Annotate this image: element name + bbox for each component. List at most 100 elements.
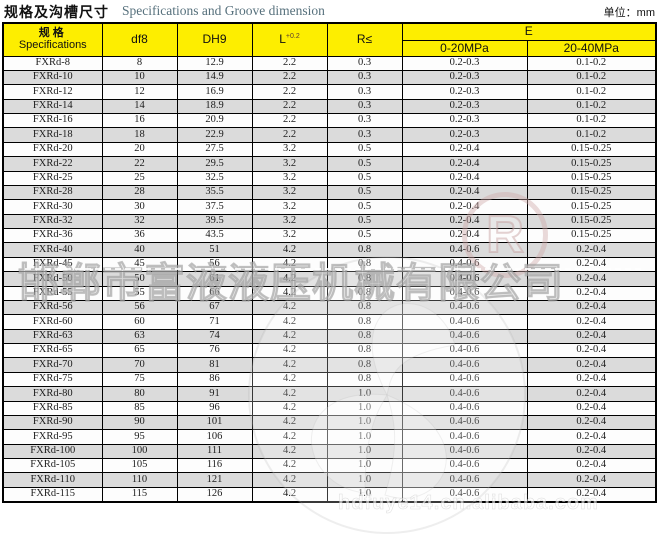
header-df8: df8 — [101, 22, 178, 57]
value-cell: 0.8 — [326, 371, 403, 388]
value-cell: 0.2-0.4 — [526, 386, 657, 402]
value-cell: 0.2-0.3 — [401, 84, 528, 100]
value-cell: 28 — [101, 184, 178, 201]
value-cell: 0.8 — [326, 271, 403, 287]
table-row: FXRd-105 105 116 4.2 1.0 0.4-0.6 0.2-0.4 — [2, 457, 657, 474]
value-cell: 0.3 — [326, 127, 403, 143]
spec-cell: FXRd-22 — [2, 156, 103, 172]
value-cell: 25 — [101, 170, 178, 186]
value-cell: 18.9 — [176, 98, 253, 115]
table-row: FXRd-12 12 16.9 2.2 0.3 0.2-0.3 0.1-0.2 — [2, 84, 657, 100]
value-cell: 35.5 — [176, 184, 253, 201]
value-cell: 16.9 — [176, 84, 253, 100]
value-cell: 0.2-0.4 — [526, 371, 657, 388]
value-cell: 36 — [101, 227, 178, 244]
table-row: FXRd-65 65 76 4.2 0.8 0.4-0.6 0.2-0.4 — [2, 342, 657, 359]
table-row: FXRd-20 20 27.5 3.2 0.5 0.2-0.4 0.15-0.25 — [2, 141, 657, 158]
spec-cell: FXRd-45 — [2, 256, 103, 273]
value-cell: 0.2-0.4 — [401, 227, 528, 244]
value-cell: 0.15-0.25 — [526, 199, 657, 215]
value-cell: 4.2 — [251, 386, 328, 402]
spec-cell: FXRd-85 — [2, 400, 103, 416]
value-cell: 1.0 — [326, 400, 403, 416]
spec-cell: FXRd-56 — [2, 299, 103, 316]
table-row: FXRd-25 25 32.5 3.2 0.5 0.2-0.4 0.15-0.25 — [2, 170, 657, 186]
value-cell: 0.8 — [326, 242, 403, 258]
spec-table-body: FXRd-8 8 12.9 2.2 0.3 0.2-0.3 0.1-0.2 FXRd-10 10… — [2, 55, 657, 503]
table-row: FXRd-63 63 74 4.2 0.8 0.4-0.6 0.2-0.4 — [2, 328, 657, 345]
value-cell: 0.1-0.2 — [526, 84, 657, 100]
value-cell: 4.2 — [251, 443, 328, 460]
header-dh9: DH9 — [176, 22, 253, 57]
value-cell: 4.2 — [251, 299, 328, 316]
spec-cell: FXRd-40 — [2, 242, 103, 258]
value-cell: 4.2 — [251, 342, 328, 359]
value-cell: 43.5 — [176, 227, 253, 244]
value-cell: 20 — [101, 141, 178, 158]
header-l: L+0.2 — [251, 22, 328, 57]
value-cell: 4.2 — [251, 414, 328, 431]
table-row: FXRd-60 60 71 4.2 0.8 0.4-0.6 0.2-0.4 — [2, 314, 657, 330]
value-cell: 3.2 — [251, 213, 328, 230]
table-row: FXRd-10 10 14.9 2.2 0.3 0.2-0.3 0.1-0.2 — [2, 69, 657, 86]
value-cell: 39.5 — [176, 213, 253, 230]
value-cell: 56 — [101, 299, 178, 316]
value-cell: 18 — [101, 127, 178, 143]
table-row: FXRd-45 45 56 4.2 0.8 0.4-0.6 0.2-0.4 — [2, 256, 657, 273]
spec-cell: FXRd-70 — [2, 357, 103, 373]
value-cell: 0.2-0.4 — [401, 141, 528, 158]
value-cell: 0.3 — [326, 98, 403, 115]
value-cell: 2.2 — [251, 98, 328, 115]
value-cell: 0.1-0.2 — [526, 69, 657, 86]
value-cell: 0.1-0.2 — [526, 55, 657, 71]
value-cell: 50 — [101, 271, 178, 287]
spec-cell: FXRd-16 — [2, 112, 103, 129]
value-cell: 0.4-0.6 — [401, 429, 528, 445]
value-cell: 0.3 — [326, 84, 403, 100]
value-cell: 111 — [176, 443, 253, 460]
value-cell: 0.8 — [326, 299, 403, 316]
spec-cell: FXRd-95 — [2, 429, 103, 445]
value-cell: 20.9 — [176, 112, 253, 129]
page-title-zh: 规格及沟槽尺寸 — [4, 4, 109, 20]
value-cell: 105 — [101, 457, 178, 474]
value-cell: 0.4-0.6 — [401, 357, 528, 373]
header-r: R≤ — [326, 22, 403, 57]
header-spec-en: Specifications — [18, 38, 87, 51]
value-cell: 0.2-0.4 — [401, 213, 528, 230]
value-cell: 12.9 — [176, 55, 253, 71]
value-cell: 0.8 — [326, 285, 403, 301]
value-cell: 0.4-0.6 — [401, 314, 528, 330]
value-cell: 0.15-0.25 — [526, 141, 657, 158]
value-cell: 0.2-0.4 — [526, 285, 657, 301]
value-cell: 0.15-0.25 — [526, 170, 657, 186]
value-cell: 3.2 — [251, 184, 328, 201]
value-cell: 4.2 — [251, 242, 328, 258]
spec-cell: FXRd-36 — [2, 227, 103, 244]
value-cell: 66 — [176, 285, 253, 301]
value-cell: 4.2 — [251, 271, 328, 287]
spec-cell: FXRd-100 — [2, 443, 103, 460]
value-cell: 0.4-0.6 — [401, 371, 528, 388]
value-cell: 75 — [101, 371, 178, 388]
table-row: FXRd-100 100 111 4.2 1.0 0.4-0.6 0.2-0.4 — [2, 443, 657, 460]
spec-cell: FXRd-18 — [2, 127, 103, 143]
value-cell: 4.2 — [251, 429, 328, 445]
value-cell: 3.2 — [251, 156, 328, 172]
value-cell: 0.2-0.3 — [401, 55, 528, 71]
spec-cell: FXRd-28 — [2, 184, 103, 201]
spec-cell: FXRd-90 — [2, 414, 103, 431]
value-cell: 80 — [101, 386, 178, 402]
value-cell: 121 — [176, 472, 253, 488]
value-cell: 0.4-0.6 — [401, 242, 528, 258]
value-cell: 2.2 — [251, 55, 328, 71]
table-row: FXRd-18 18 22.9 2.2 0.3 0.2-0.3 0.1-0.2 — [2, 127, 657, 143]
title-bar: 规格及沟槽尺寸 Specifications and Groove dimens… — [0, 0, 659, 22]
spec-table: 规格 Specifications df8 DH9 L+0.2 R≤ E 0-2… — [2, 22, 658, 503]
value-cell: 4.2 — [251, 357, 328, 373]
spec-cell: FXRd-60 — [2, 314, 103, 330]
value-cell: 4.2 — [251, 371, 328, 388]
value-cell: 4.2 — [251, 285, 328, 301]
value-cell: 45 — [101, 256, 178, 273]
